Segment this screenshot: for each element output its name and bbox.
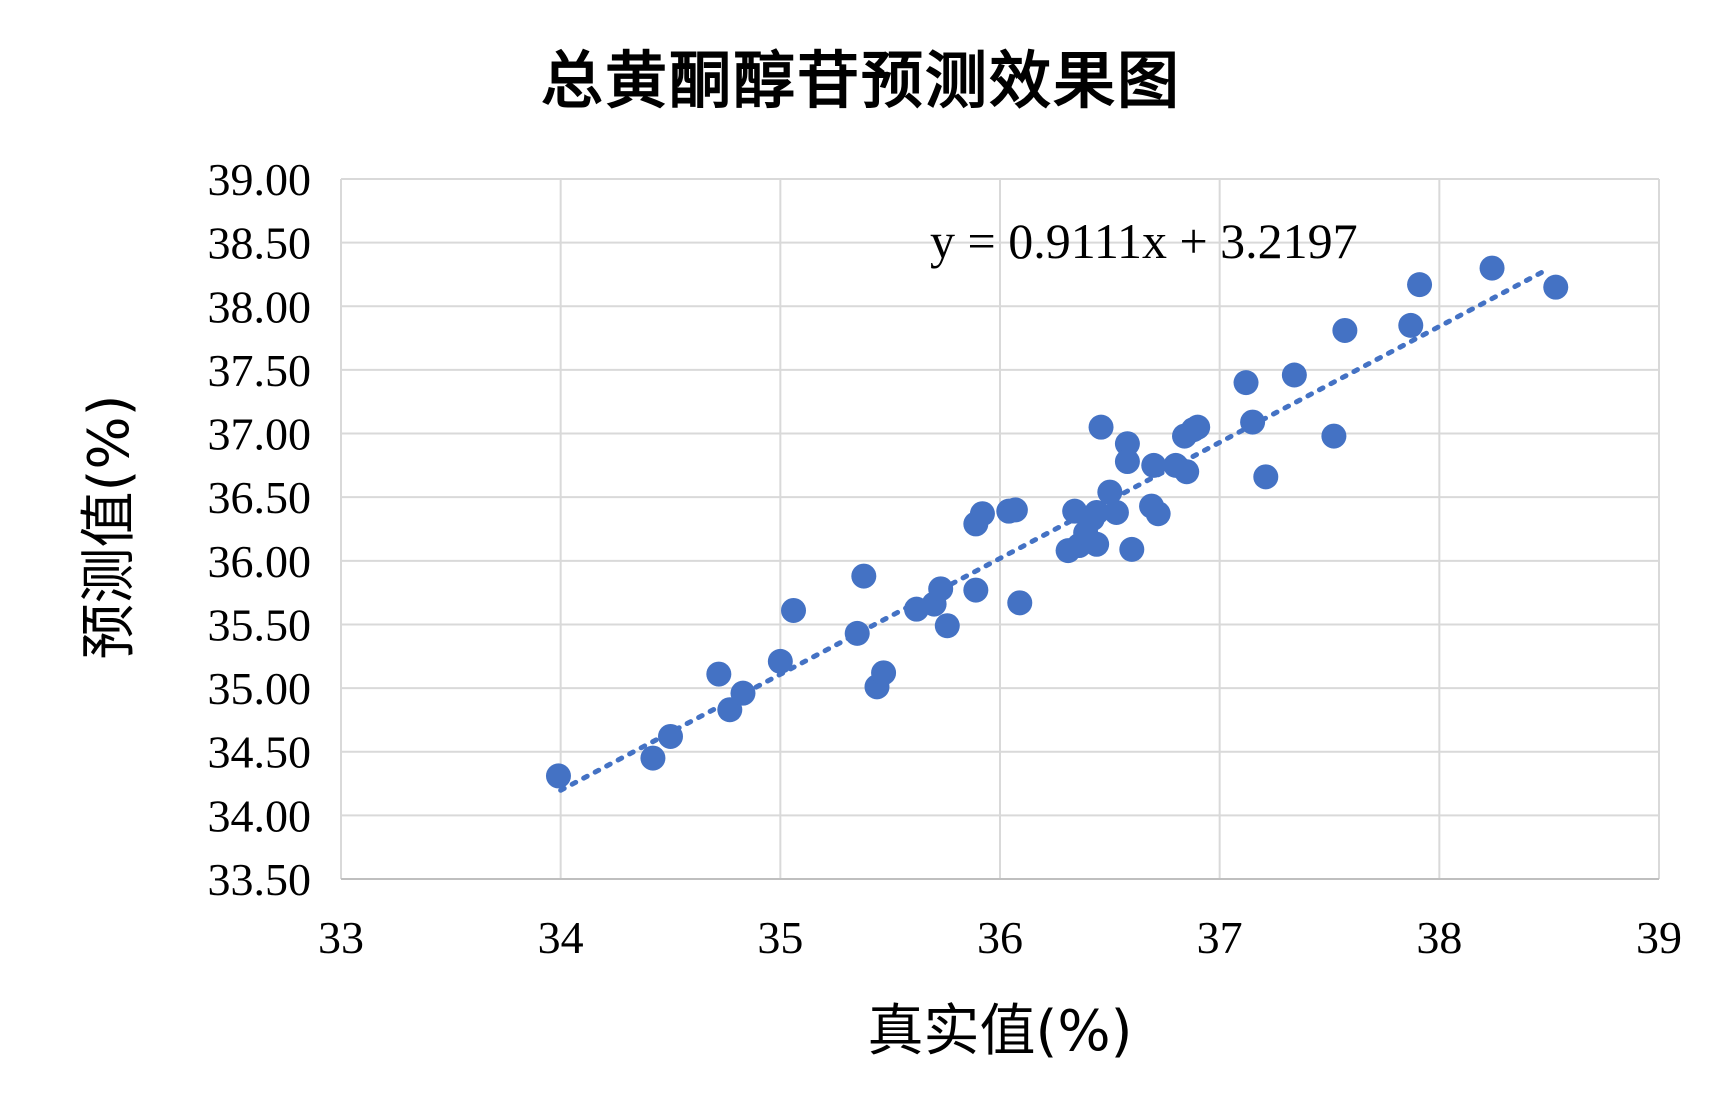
data-point bbox=[1332, 317, 1358, 343]
data-point bbox=[1479, 255, 1505, 281]
y-tick-label: 37.00 bbox=[208, 409, 312, 460]
data-point bbox=[844, 620, 870, 646]
trendline-line bbox=[558, 265, 1552, 793]
x-tick-label: 38 bbox=[1416, 912, 1462, 963]
y-tick-label: 34.50 bbox=[208, 727, 312, 778]
data-point bbox=[1114, 431, 1140, 457]
data-point bbox=[1407, 272, 1433, 298]
data-point bbox=[658, 723, 683, 749]
data-point bbox=[545, 763, 571, 789]
chart-title: 总黄酮醇苷预测效果图 bbox=[540, 44, 1181, 117]
data-point bbox=[1097, 479, 1123, 505]
data-point bbox=[1398, 312, 1424, 338]
y-tick-label: 35.00 bbox=[208, 663, 312, 714]
data-point bbox=[1185, 414, 1211, 440]
data-point bbox=[963, 577, 989, 603]
data-point bbox=[1543, 274, 1569, 300]
data-point bbox=[1084, 531, 1110, 557]
data-point bbox=[934, 613, 960, 639]
data-point bbox=[730, 680, 756, 706]
data-point bbox=[1281, 362, 1307, 388]
data-point bbox=[969, 501, 995, 527]
data-point bbox=[1103, 499, 1129, 525]
x-tick-label: 35 bbox=[757, 912, 803, 963]
y-tick-label: 37.50 bbox=[208, 345, 312, 396]
data-point bbox=[851, 563, 877, 589]
y-tick-label: 34.00 bbox=[208, 790, 312, 841]
data-point bbox=[1114, 449, 1140, 475]
tick-labels: 33 34 35 36 37 38 39 33.50 34.00 34.50 35.00 35.50 3… bbox=[208, 154, 1683, 963]
data-point bbox=[928, 576, 954, 602]
x-axis-title: 真实值(%) bbox=[868, 999, 1133, 1064]
data-point bbox=[1141, 452, 1167, 478]
x-tick-label: 36 bbox=[977, 912, 1023, 963]
y-tick-label: 38.50 bbox=[208, 218, 312, 269]
y-tick-label: 36.50 bbox=[208, 472, 312, 523]
data-point bbox=[1145, 501, 1171, 527]
data-point bbox=[1084, 499, 1110, 525]
data-point bbox=[1240, 409, 1266, 435]
data-point bbox=[1119, 536, 1145, 562]
x-tick-label: 33 bbox=[318, 912, 364, 963]
gridlines bbox=[340, 178, 1660, 880]
data-point bbox=[1174, 459, 1200, 485]
data-point bbox=[706, 661, 732, 687]
y-tick-label: 33.50 bbox=[208, 854, 312, 905]
data-point bbox=[871, 660, 897, 686]
trendline-equation: y = 0.9111x + 3.2197 bbox=[930, 213, 1358, 269]
x-tick-label: 34 bbox=[538, 912, 584, 963]
x-tick-label: 37 bbox=[1197, 912, 1243, 963]
y-axis-title: 预测值(%) bbox=[77, 395, 142, 660]
data-point bbox=[1002, 497, 1028, 523]
y-tick-label: 36.00 bbox=[208, 536, 312, 587]
data-point bbox=[781, 597, 807, 623]
data-point bbox=[1321, 423, 1347, 449]
data-point bbox=[1253, 464, 1279, 490]
data-point bbox=[640, 745, 666, 771]
data-points bbox=[545, 255, 1569, 789]
y-tick-label: 38.00 bbox=[208, 281, 312, 332]
data-point bbox=[1007, 590, 1033, 616]
x-tick-label: 39 bbox=[1636, 912, 1682, 963]
y-tick-label: 35.50 bbox=[208, 599, 312, 650]
trendline bbox=[558, 265, 1552, 793]
data-point bbox=[767, 648, 793, 674]
data-point bbox=[1233, 370, 1259, 396]
data-point bbox=[1088, 414, 1114, 440]
y-tick-label: 39.00 bbox=[208, 154, 312, 205]
